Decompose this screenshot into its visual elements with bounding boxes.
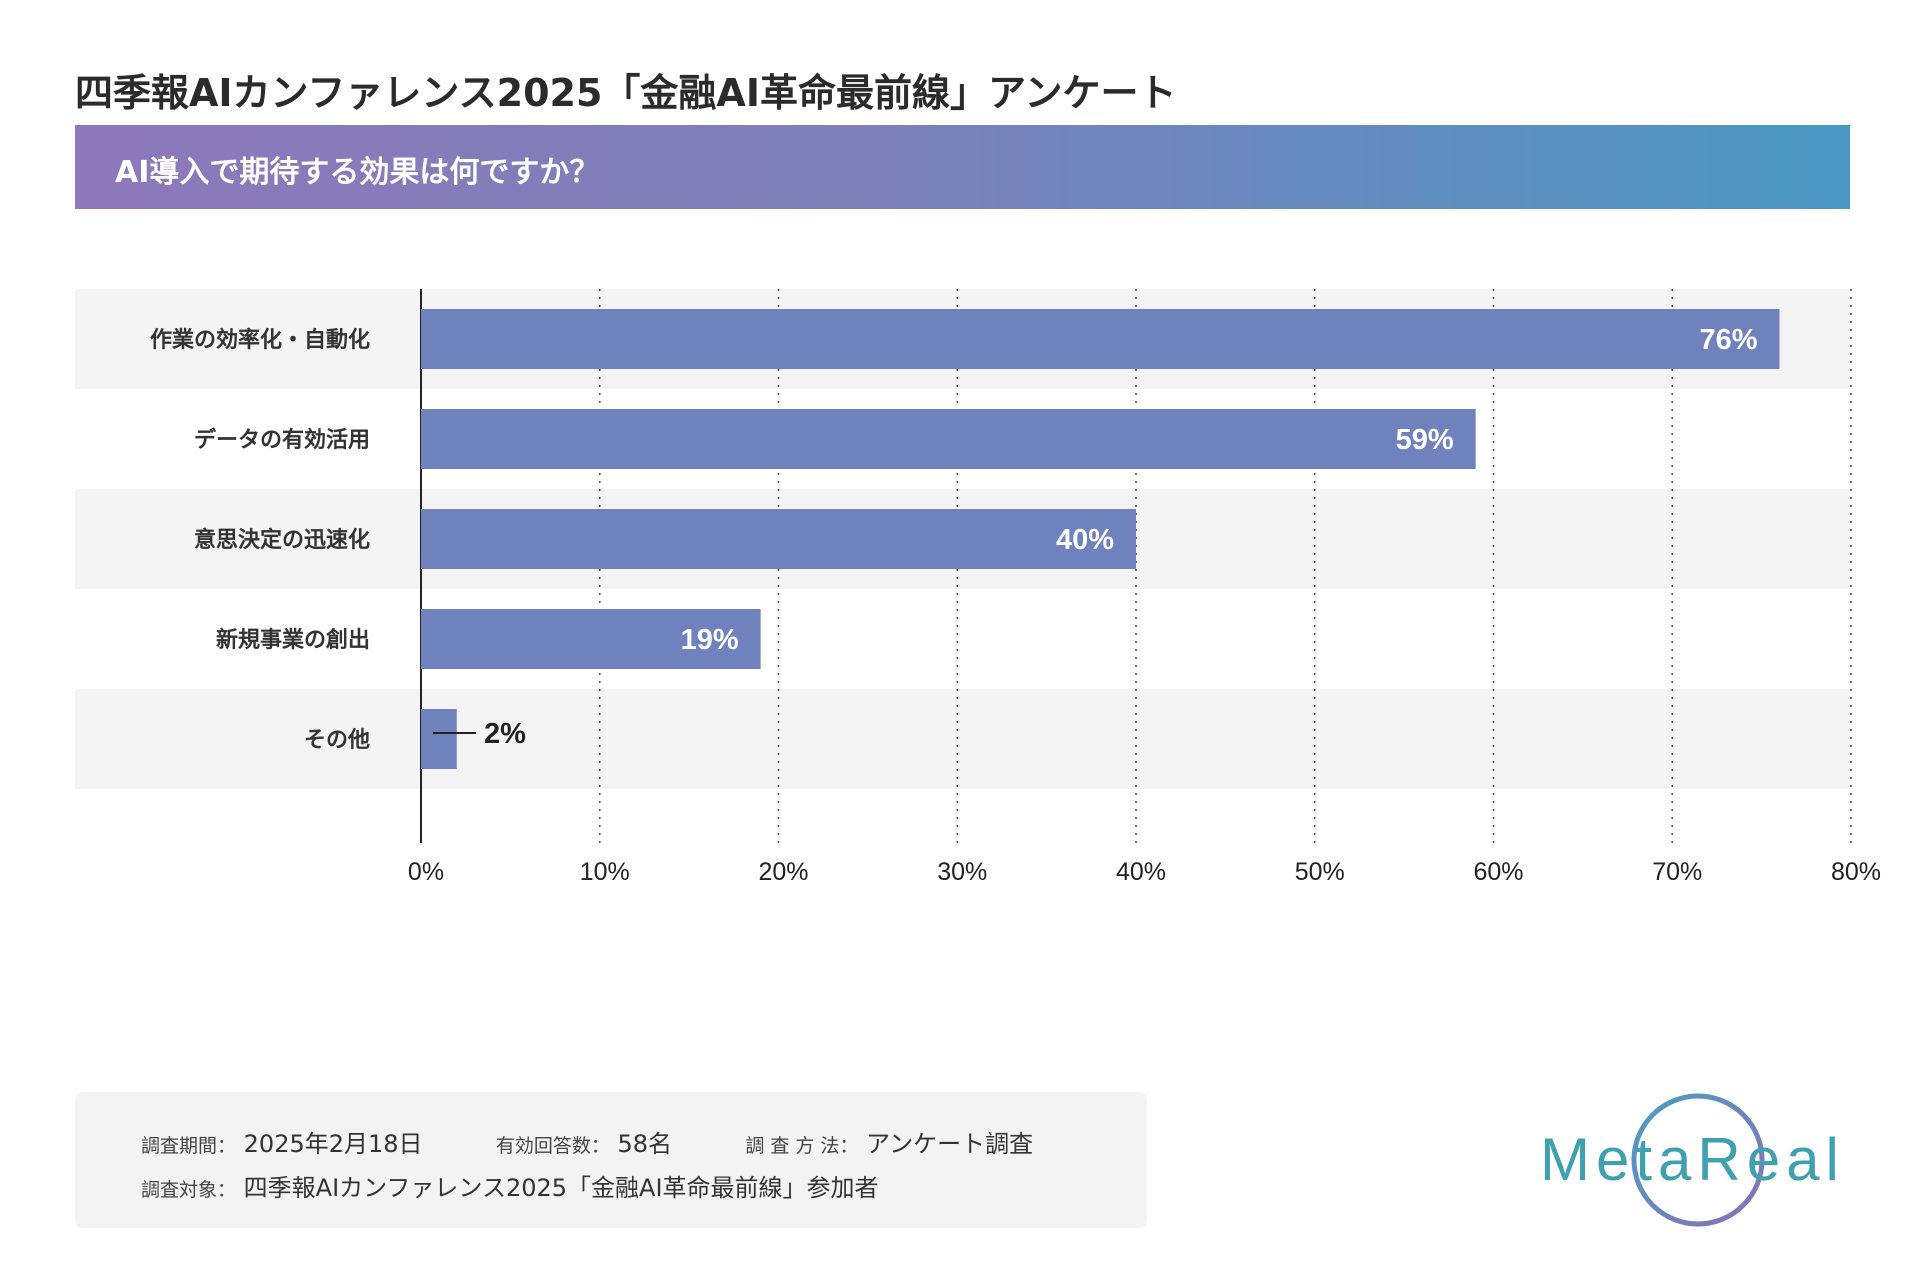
question-text: AI導入で期待する効果は何ですか？ <box>115 155 600 190</box>
x-tick-label: 10% <box>580 858 630 886</box>
metareal-logo: MetaReal <box>1540 1093 1845 1227</box>
x-tick-label: 0% <box>408 858 444 886</box>
method-label: 調 査 方 法： <box>745 1135 859 1157</box>
category-label: データの有効活用 <box>194 427 370 453</box>
page-title: 四季報AIカンファレンス2025「金融AI革命最前線」アンケート <box>75 71 1177 115</box>
x-tick-label: 70% <box>1652 858 1702 886</box>
bar-value-label: 76% <box>1699 324 1757 356</box>
target-value: 四季報AIカンファレンス2025「金融AI革命最前線」参加者 <box>243 1174 879 1202</box>
bar-value-label: 40% <box>1056 524 1114 556</box>
tick-labels: 0% 10% 20% 30% 40% 50% 60% 70% 80% <box>408 858 1881 886</box>
x-tick-label: 80% <box>1831 858 1881 886</box>
x-tick-label: 60% <box>1473 858 1523 886</box>
logo-ring <box>1631 1093 1765 1227</box>
bar <box>421 709 457 769</box>
responses-value: 58名 <box>617 1130 673 1158</box>
method-value: アンケート調査 <box>866 1130 1034 1158</box>
category-label: その他 <box>304 728 370 753</box>
bar-value-label: 19% <box>681 624 739 656</box>
period-value: 2025年2月18日 <box>243 1130 423 1158</box>
row-band <box>75 689 1850 789</box>
x-tick-label: 40% <box>1116 858 1166 886</box>
bars: 76% 59% 40% 19% 2% <box>421 309 1780 769</box>
responses-label: 有効回答数： <box>495 1135 610 1157</box>
bar <box>421 309 1780 369</box>
bar-value-label: 59% <box>1396 424 1454 456</box>
x-tick-label: 30% <box>937 858 987 886</box>
bar-chart: 76% 59% 40% 19% 2% 作業の効率化・自動化データの有効活用意思決定の迅速… <box>75 289 1881 886</box>
survey-info-line-2: 調査対象： 四季報AIカンファレンス2025「金融AI革命最前線」参加者 <box>141 1168 879 1203</box>
category-label: 新規事業の創出 <box>216 627 370 653</box>
period-label: 調査期間： <box>141 1135 237 1157</box>
category-label: 作業の効率化・自動化 <box>150 327 370 353</box>
category-label: 意思決定の迅速化 <box>194 527 370 553</box>
survey-info-line-1: 調査期間： 2025年2月18日 有効回答数： 58名 調 査 方 法： アンケ… <box>141 1124 1033 1159</box>
survey-info-box: 調査期間： 2025年2月18日 有効回答数： 58名 調 査 方 法： アンケ… <box>75 1092 1147 1228</box>
bar <box>421 609 761 669</box>
bar <box>421 509 1136 569</box>
bar-value-label: 2% <box>484 718 526 750</box>
question-banner: AI導入で期待する効果は何ですか？ <box>75 125 1850 209</box>
target-label: 調査対象： <box>141 1179 237 1201</box>
bar <box>421 409 1476 469</box>
x-tick-label: 50% <box>1295 858 1345 886</box>
logo-text: MetaReal <box>1540 1126 1845 1193</box>
x-tick-label: 20% <box>758 858 808 886</box>
